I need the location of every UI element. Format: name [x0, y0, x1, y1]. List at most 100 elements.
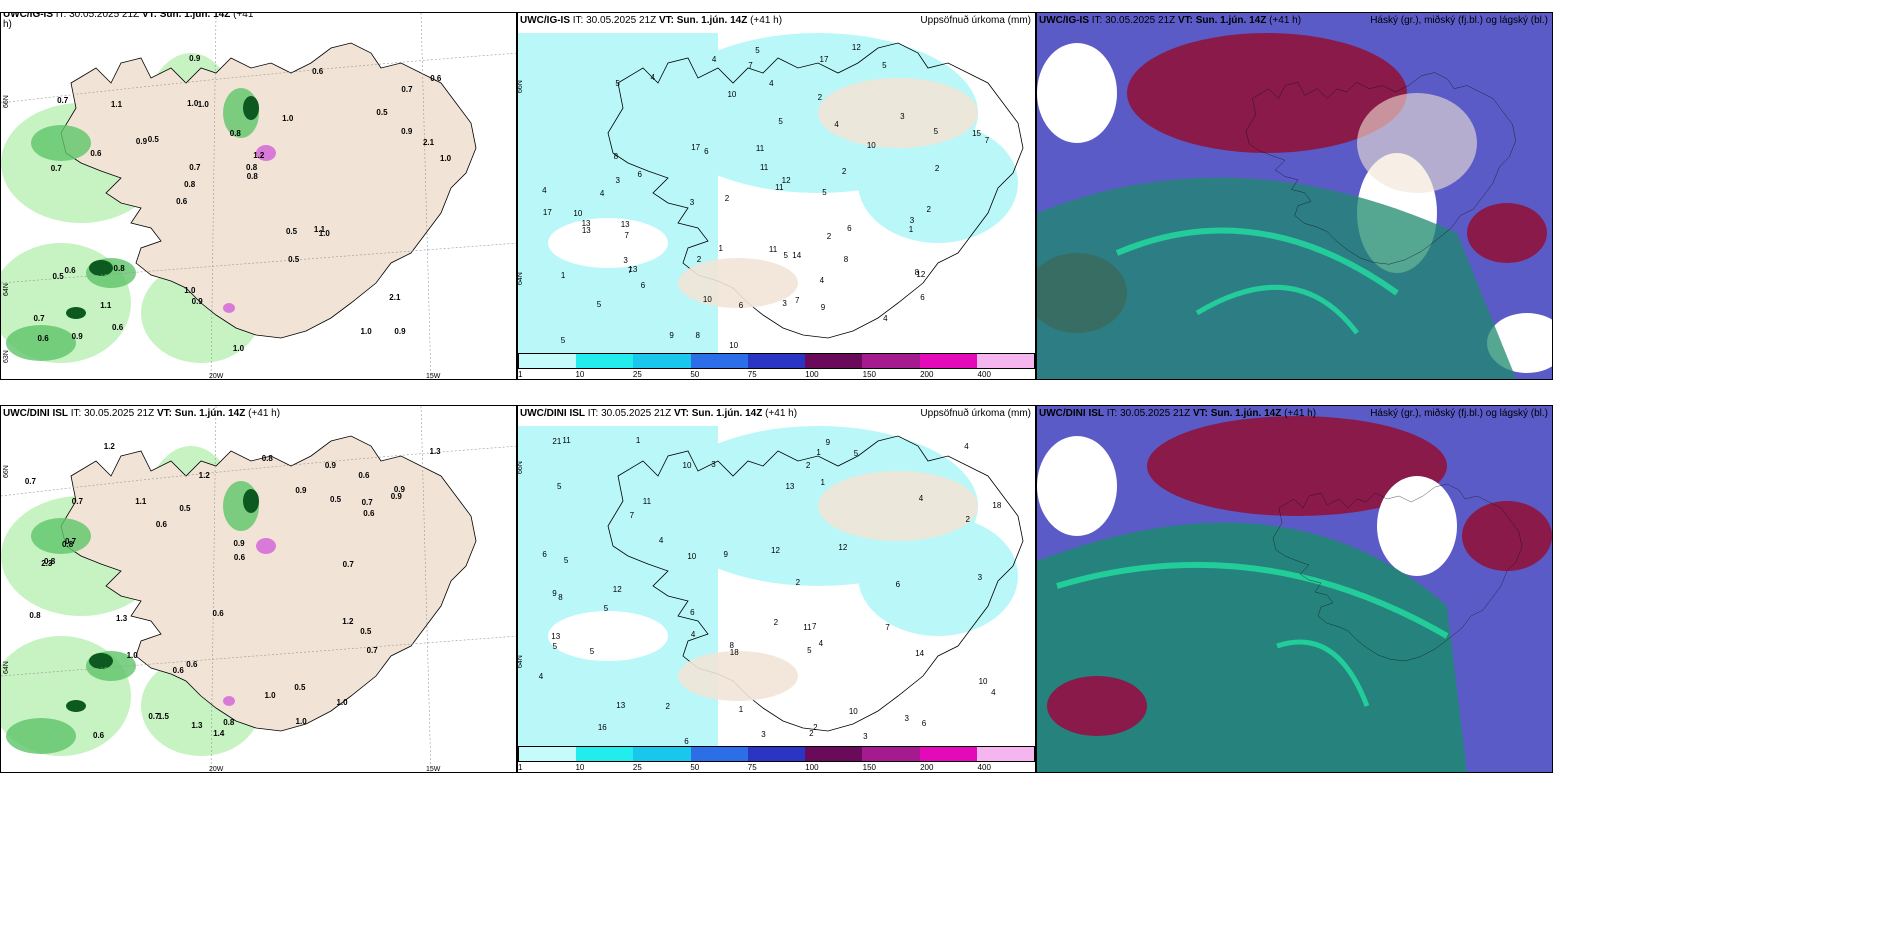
wind-value-label: 0.7	[33, 313, 45, 323]
lat-label: 64N	[3, 661, 10, 674]
precip-value-label: 11	[642, 497, 652, 507]
wind-value-label: 1.3	[429, 447, 441, 457]
precip-map-panel-row1: UWC/IG-IS IT: 30.05.2025 21Z VT: Sun. 1.…	[517, 12, 1036, 380]
precip-value-label: 12	[838, 542, 848, 552]
valid-time: VT: Sun. 1.jún. 14Z	[1177, 15, 1267, 26]
wind-value-label: 1.0	[232, 343, 245, 353]
wind-value-label: 0.9	[191, 296, 203, 306]
precip-value-label: 14	[792, 251, 802, 261]
precip-value-label: 7	[812, 621, 817, 631]
precip-value-label: 16	[597, 722, 607, 732]
precip-value-label: 13	[620, 220, 630, 230]
legend-colorbar	[518, 353, 1035, 369]
precip-value-label: 5	[853, 448, 859, 458]
precip-value-label: 5	[560, 335, 566, 345]
precip-value-label: 10	[687, 551, 697, 561]
legend-tick: 50	[690, 370, 700, 379]
precip-value-label: 7	[624, 231, 629, 241]
wind-value-label: 0.6	[112, 322, 124, 332]
wind-value-label: 0.5	[330, 494, 342, 504]
precip-value-label: 2	[696, 255, 702, 265]
precip-value-label: 10	[866, 141, 876, 151]
precip-value-label: 17	[819, 55, 829, 65]
wind-value-label: 1.0	[282, 113, 294, 123]
wind-value-label: 0.7	[64, 536, 77, 546]
model-name: UWC/DINI ISL	[3, 408, 68, 419]
init-time: IT: 30.05.2025 21Z	[570, 15, 659, 26]
cloud-map-panel-row1: UWC/IG-IS IT: 30.05.2025 21Z VT: Sun. 1.…	[1036, 12, 1553, 380]
precip-value-label: 8	[914, 268, 920, 278]
precip-value-label: 7	[885, 623, 890, 633]
precip-value-label: 2	[934, 163, 940, 173]
wind-value-label: 0.5	[147, 135, 159, 145]
precip-legend: 1 10 25 50 75 100 150 200 400	[518, 353, 1035, 379]
legend-swatch	[805, 354, 863, 368]
legend-tick: 25	[632, 763, 642, 772]
precip-value-label: 6	[690, 607, 695, 617]
lat-label: 64N	[517, 272, 524, 285]
legend-tick: 150	[862, 763, 877, 772]
wind-value-label: 0.6	[176, 197, 188, 207]
precip-value-label: 3	[711, 460, 716, 470]
precip-value-label: 5	[589, 647, 595, 657]
lat-label: 66N	[3, 95, 10, 108]
precip-value-label: 8	[695, 330, 700, 340]
legend-tick: 150	[862, 370, 877, 379]
precip-value-label: 14	[915, 649, 925, 659]
wind-value-label: 0.6	[312, 67, 324, 77]
wind-value-label: 0.8	[44, 557, 56, 567]
wind-value-label: 0.8	[223, 717, 235, 727]
legend-swatch	[976, 354, 1034, 368]
legend-swatch	[919, 354, 977, 368]
wind-value-label: 0.7	[366, 646, 378, 656]
panel-header: UWC/IG-IS IT: 30.05.2025 21Z VT: Sun. 1.…	[1039, 15, 1301, 26]
init-time: IT: 30.05.2025 21Z	[585, 408, 674, 419]
legend-tick: 50	[690, 763, 700, 772]
precip-value-label: 6	[637, 170, 642, 180]
legend-tick: 75	[747, 370, 757, 379]
legend-tick: 400	[977, 763, 991, 772]
precip-value-label: 5	[807, 645, 812, 655]
wind-value-label: 0.5	[52, 272, 64, 282]
legend-swatch	[919, 747, 977, 761]
precip-value-label: 3	[900, 112, 905, 122]
precip-value-label: 2	[965, 515, 970, 525]
precip-value-label: 11	[755, 144, 765, 154]
init-time: IT: 30.05.2025 21Z	[53, 12, 142, 20]
wind-value-label: 0.5	[285, 227, 298, 237]
precip-value-label: 1	[820, 477, 825, 487]
wind-value-label: 0.7	[71, 496, 83, 506]
precip-value-label: 12	[781, 176, 791, 186]
wind-value-label: 1.0	[184, 286, 196, 296]
init-time: IT: 30.05.2025 21Z	[1089, 15, 1178, 26]
precip-value-label: 1	[816, 447, 821, 457]
precip-value-label: 4	[834, 119, 839, 129]
legend-swatch	[690, 747, 748, 761]
legend-swatch	[633, 747, 691, 761]
precip-map-panel-row2: UWC/DINI ISL IT: 30.05.2025 21Z VT: Sun.…	[517, 405, 1036, 773]
precip-value-label: 4	[818, 639, 824, 649]
wind-value-label: 1.4	[213, 729, 225, 739]
wind-value-label: 2.1	[422, 138, 435, 148]
precip-value-label: 12	[771, 546, 780, 556]
model-name: UWC/IG-IS	[520, 15, 570, 26]
legend-swatch	[633, 354, 691, 368]
precip-value-label: 10	[978, 676, 988, 686]
wind-value-label: 0.6	[233, 553, 246, 563]
precip-value-label: 10	[727, 90, 737, 100]
lon-label: 20W	[209, 373, 224, 380]
panel-title: Háský (gr.), miðský (fj.bl.) og lágský (…	[1370, 408, 1548, 419]
wind-value-label: 0.6	[212, 608, 224, 618]
precip-value-label: 10	[573, 208, 583, 218]
legend-swatch	[519, 354, 577, 368]
precip-value-label: 5	[822, 187, 827, 197]
precip-value-label: 12	[916, 270, 926, 280]
precip-value-label: 3	[909, 216, 915, 226]
legend-swatch	[690, 354, 748, 368]
precip-value-label: 9	[820, 303, 826, 313]
init-time: IT: 30.05.2025 21Z	[68, 408, 157, 419]
precip-value-label: 4	[542, 185, 547, 195]
valid-time: VT: Sun. 1.jún. 14Z	[141, 12, 231, 20]
precip-value-label: 4	[711, 55, 717, 65]
precip-value-label: 21	[552, 437, 562, 447]
